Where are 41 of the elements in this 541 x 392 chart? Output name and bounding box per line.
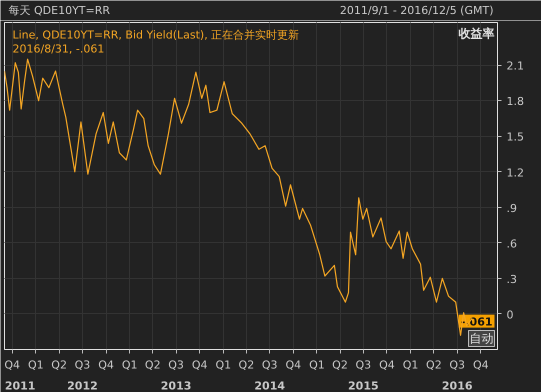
x-tick-label: Q4 [4, 358, 20, 372]
x-tick-label: Q2 [426, 358, 442, 372]
annotation: 2016/8/31, -.061 [12, 42, 104, 56]
x-tick-label: Q4 [473, 358, 489, 372]
x2-tick-label: 2014 [254, 380, 286, 392]
y-tick-label: .9 [506, 202, 517, 215]
x-tick-label: Q4 [379, 358, 395, 372]
chart-subtitle: 2011/9/1 - 2016/12/5 (GMT) [340, 4, 494, 17]
x-tick-label: Q3 [449, 358, 466, 372]
x2-tick-label: 2016 [442, 380, 473, 392]
x-tick-label: Q1 [402, 358, 418, 372]
x2-tick-label: 2015 [348, 380, 379, 392]
x-tick-label: Q1 [215, 358, 232, 372]
x-tick-label: Q2 [144, 358, 161, 372]
y-tick-label: 1.5 [506, 130, 524, 144]
x-tick-label: Q3 [356, 358, 372, 372]
x-tick-label: Q1 [122, 358, 138, 372]
x-tick-label: Q3 [74, 358, 90, 372]
x-tick-label: Q4 [285, 358, 302, 372]
x2-tick-label: 2011 [4, 380, 36, 392]
x2-tick-label: 2013 [160, 380, 192, 392]
x-tick-label: Q1 [28, 358, 44, 372]
x-tick-label: Q3 [262, 358, 278, 372]
series-label: Line, QDE10YT=RR, Bid Yield(Last), 正在合并实时更新 [12, 28, 300, 42]
annotation: 自动 [470, 332, 494, 346]
y-tick-label: 1.2 [506, 166, 524, 180]
x-tick-label: Q1 [309, 358, 325, 372]
x2-tick-label: 2012 [67, 380, 98, 392]
y-axis-title: 收益率 [458, 26, 494, 40]
y-tick-label: .3 [506, 272, 517, 286]
y-tick-label: 2.1 [506, 60, 524, 73]
y-tick-label: 0 [506, 308, 514, 322]
x-tick-label: Q2 [238, 358, 254, 372]
x-tick-label: Q3 [168, 358, 184, 372]
chart-title: 每天 QDE10YT=RR [8, 4, 110, 17]
y-tick-label: .6 [506, 237, 517, 250]
x-tick-label: Q4 [192, 358, 208, 372]
x-tick-label: Q4 [98, 358, 114, 372]
x-tick-label: Q2 [51, 358, 67, 372]
y-tick-label: 1.8 [506, 95, 524, 108]
x-tick-label: Q2 [332, 358, 348, 372]
